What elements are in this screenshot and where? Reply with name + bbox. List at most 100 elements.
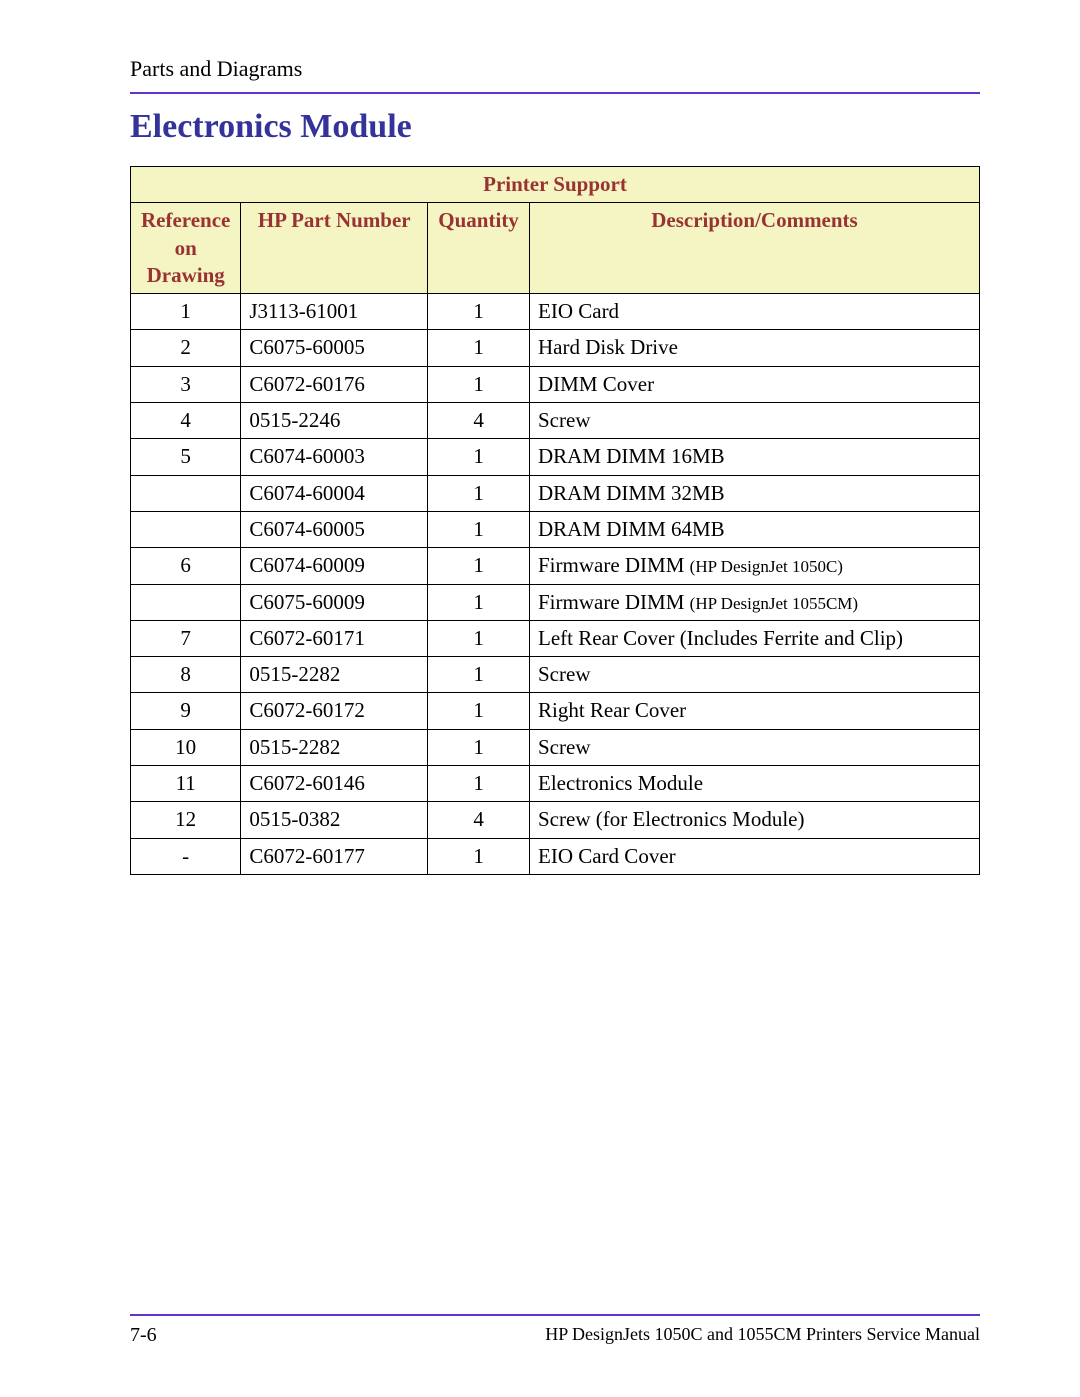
cell-part-number: C6072-60146 — [241, 766, 428, 802]
cell-quantity: 1 — [428, 657, 530, 693]
cell-reference: 6 — [131, 548, 241, 584]
page-footer: 7-6 HP DesignJets 1050C and 1055CM Print… — [130, 1314, 980, 1347]
cell-quantity: 1 — [428, 294, 530, 330]
cell-quantity: 1 — [428, 766, 530, 802]
cell-part-number: C6074-60003 — [241, 439, 428, 475]
cell-description: Right Rear Cover — [530, 693, 980, 729]
description-note: (HP DesignJet 1055CM) — [690, 594, 858, 613]
cell-part-number: C6075-60005 — [241, 330, 428, 366]
manual-title: HP DesignJets 1050C and 1055CM Printers … — [545, 1324, 980, 1347]
cell-reference: - — [131, 838, 241, 874]
cell-quantity: 1 — [428, 729, 530, 765]
table-columns-row: Reference on Drawing HP Part Number Quan… — [131, 203, 980, 294]
table-row: 6C6074-600091Firmware DIMM (HP DesignJet… — [131, 548, 980, 584]
cell-part-number: C6075-60009 — [241, 584, 428, 620]
table-row: 3C6072-601761DIMM Cover — [131, 366, 980, 402]
cell-reference: 8 — [131, 657, 241, 693]
table-row: C6074-600051DRAM DIMM 64MB — [131, 511, 980, 547]
cell-part-number: C6074-60005 — [241, 511, 428, 547]
cell-description: DRAM DIMM 32MB — [530, 475, 980, 511]
description-text: Firmware DIMM — [538, 553, 690, 577]
cell-quantity: 1 — [428, 693, 530, 729]
cell-reference: 5 — [131, 439, 241, 475]
cell-description: Firmware DIMM (HP DesignJet 1055CM) — [530, 584, 980, 620]
col-header-part-number: HP Part Number — [241, 203, 428, 294]
cell-part-number: C6074-60004 — [241, 475, 428, 511]
cell-description: Firmware DIMM (HP DesignJet 1050C) — [530, 548, 980, 584]
cell-quantity: 1 — [428, 330, 530, 366]
footer-row: 7-6 HP DesignJets 1050C and 1055CM Print… — [130, 1324, 980, 1347]
cell-reference: 3 — [131, 366, 241, 402]
cell-part-number: C6072-60171 — [241, 620, 428, 656]
document-page: Parts and Diagrams Electronics Module Pr… — [0, 0, 1080, 1397]
cell-quantity: 4 — [428, 802, 530, 838]
cell-description: Electronics Module — [530, 766, 980, 802]
table-body: 1J3113-610011EIO Card2C6075-600051Hard D… — [131, 294, 980, 875]
table-row: C6074-600041DRAM DIMM 32MB — [131, 475, 980, 511]
cell-quantity: 1 — [428, 439, 530, 475]
table-row: 11C6072-601461Electronics Module — [131, 766, 980, 802]
cell-part-number: C6074-60009 — [241, 548, 428, 584]
cell-reference: 9 — [131, 693, 241, 729]
table-row: 2C6075-600051Hard Disk Drive — [131, 330, 980, 366]
cell-quantity: 1 — [428, 366, 530, 402]
col-header-quantity: Quantity — [428, 203, 530, 294]
cell-reference: 2 — [131, 330, 241, 366]
parts-table: Printer Support Reference on Drawing HP … — [130, 166, 980, 875]
cell-quantity: 1 — [428, 475, 530, 511]
cell-description: Hard Disk Drive — [530, 330, 980, 366]
cell-quantity: 4 — [428, 403, 530, 439]
cell-reference: 10 — [131, 729, 241, 765]
cell-quantity: 1 — [428, 511, 530, 547]
cell-quantity: 1 — [428, 548, 530, 584]
cell-reference: 7 — [131, 620, 241, 656]
table-row: 80515-22821Screw — [131, 657, 980, 693]
cell-part-number: C6072-60172 — [241, 693, 428, 729]
cell-description: EIO Card Cover — [530, 838, 980, 874]
table-title-cell: Printer Support — [131, 167, 980, 203]
table-row: -C6072-601771EIO Card Cover — [131, 838, 980, 874]
cell-reference — [131, 511, 241, 547]
cell-part-number: C6072-60177 — [241, 838, 428, 874]
cell-part-number: C6072-60176 — [241, 366, 428, 402]
cell-description: DRAM DIMM 64MB — [530, 511, 980, 547]
cell-part-number: 0515-0382 — [241, 802, 428, 838]
cell-reference — [131, 584, 241, 620]
page-title: Electronics Module — [130, 108, 980, 146]
cell-description: Left Rear Cover (Includes Ferrite and Cl… — [530, 620, 980, 656]
page-number: 7-6 — [130, 1324, 157, 1347]
cell-description: Screw — [530, 657, 980, 693]
table-row: 100515-22821Screw — [131, 729, 980, 765]
top-rule — [130, 92, 980, 94]
cell-description: DIMM Cover — [530, 366, 980, 402]
table-row: 40515-22464Screw — [131, 403, 980, 439]
table-row: 120515-03824Screw (for Electronics Modul… — [131, 802, 980, 838]
table-row: 1J3113-610011EIO Card — [131, 294, 980, 330]
cell-reference: 11 — [131, 766, 241, 802]
table-row: 7C6072-601711Left Rear Cover (Includes F… — [131, 620, 980, 656]
cell-reference: 12 — [131, 802, 241, 838]
cell-description: Screw (for Electronics Module) — [530, 802, 980, 838]
col-header-description: Description/Comments — [530, 203, 980, 294]
cell-part-number: 0515-2282 — [241, 729, 428, 765]
cell-description: EIO Card — [530, 294, 980, 330]
cell-part-number: J3113-61001 — [241, 294, 428, 330]
cell-description: Screw — [530, 729, 980, 765]
cell-reference: 4 — [131, 403, 241, 439]
cell-quantity: 1 — [428, 838, 530, 874]
cell-part-number: 0515-2246 — [241, 403, 428, 439]
table-title-row: Printer Support — [131, 167, 980, 203]
cell-quantity: 1 — [428, 620, 530, 656]
section-label: Parts and Diagrams — [130, 56, 980, 82]
cell-reference: 1 — [131, 294, 241, 330]
description-note: (HP DesignJet 1050C) — [690, 557, 843, 576]
table-row: C6075-600091Firmware DIMM (HP DesignJet … — [131, 584, 980, 620]
table-header: Printer Support Reference on Drawing HP … — [131, 167, 980, 294]
cell-quantity: 1 — [428, 584, 530, 620]
table-row: 5C6074-600031DRAM DIMM 16MB — [131, 439, 980, 475]
table-row: 9C6072-601721Right Rear Cover — [131, 693, 980, 729]
cell-description: DRAM DIMM 16MB — [530, 439, 980, 475]
cell-description: Screw — [530, 403, 980, 439]
bottom-rule — [130, 1314, 980, 1316]
cell-part-number: 0515-2282 — [241, 657, 428, 693]
